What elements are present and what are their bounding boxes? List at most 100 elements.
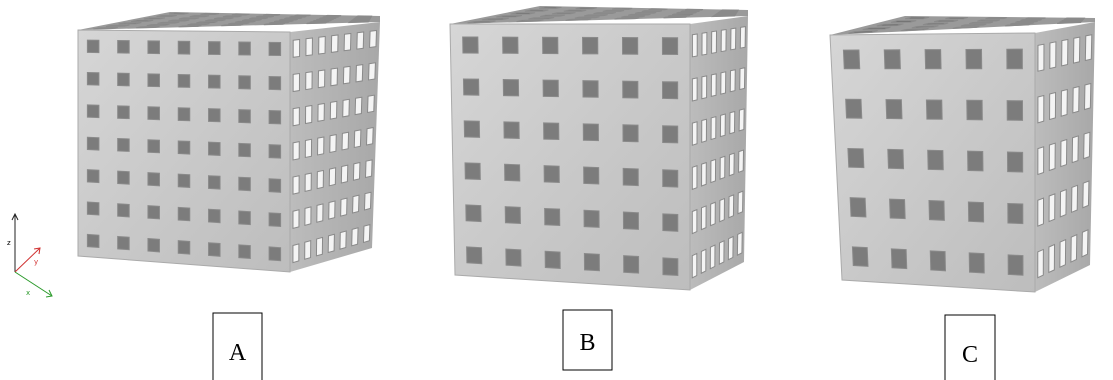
pore [463, 79, 478, 95]
pore [540, 15, 565, 16]
pore [355, 97, 362, 114]
pore [923, 23, 948, 25]
pore [118, 73, 130, 86]
pore [1049, 194, 1055, 222]
pore [284, 18, 302, 19]
pore [323, 17, 339, 18]
pore [293, 108, 299, 126]
pore [353, 195, 359, 213]
pore [1085, 35, 1091, 61]
pore [148, 206, 160, 219]
pore [730, 111, 735, 133]
pore [209, 42, 221, 55]
panel-label: C [962, 342, 978, 368]
pore [1074, 37, 1080, 63]
pore [685, 9, 703, 10]
pore [118, 204, 130, 217]
pore [118, 138, 130, 151]
pore [720, 114, 725, 137]
pore [305, 139, 311, 157]
pore [539, 7, 561, 8]
front-face [450, 24, 690, 290]
pore [925, 50, 941, 69]
pore [934, 20, 958, 22]
pore [295, 15, 311, 16]
pore [525, 10, 548, 11]
pore [545, 251, 560, 268]
pore [564, 10, 586, 11]
pore [1060, 190, 1066, 217]
pore [1049, 143, 1055, 170]
pore [305, 241, 311, 260]
pore [1038, 44, 1044, 71]
pore [269, 145, 281, 158]
pore [729, 195, 734, 218]
pore [739, 150, 744, 172]
pore [692, 34, 697, 57]
pore [214, 18, 233, 19]
pore [353, 163, 360, 181]
pore [148, 140, 160, 153]
pore [1060, 240, 1066, 268]
pore [466, 205, 481, 222]
pore [157, 22, 179, 23]
pore [1026, 18, 1046, 19]
pore [318, 103, 324, 121]
pore [87, 72, 99, 85]
pore [505, 207, 520, 224]
pore [326, 15, 341, 16]
pore [728, 237, 733, 260]
pore [205, 20, 225, 21]
pore [528, 18, 554, 20]
pore [692, 210, 697, 234]
pore [279, 19, 298, 20]
pore [293, 210, 299, 229]
pore [1038, 96, 1044, 123]
pore [663, 214, 678, 231]
pore [1021, 19, 1042, 20]
pore [852, 247, 868, 267]
pore [1008, 255, 1023, 275]
pore [293, 244, 299, 263]
pore [850, 198, 866, 217]
pore [848, 148, 864, 167]
pore [543, 37, 558, 53]
pore [367, 128, 374, 145]
pore [239, 143, 251, 156]
pore [178, 207, 190, 220]
pore [566, 19, 592, 21]
pore [622, 38, 637, 55]
panel-label: B [579, 330, 595, 356]
pore [624, 256, 639, 273]
pore [584, 210, 599, 227]
pore [370, 30, 377, 47]
pore [341, 165, 347, 183]
pore [731, 28, 736, 50]
pore [1084, 132, 1090, 158]
pore [612, 8, 632, 9]
pore [583, 37, 598, 54]
pore [701, 206, 706, 230]
pore [729, 153, 734, 176]
pore [256, 16, 274, 17]
pore [584, 253, 599, 270]
z-label: z [7, 239, 11, 247]
pore [884, 50, 900, 69]
pore [623, 81, 638, 98]
pore [1015, 21, 1038, 22]
pore [672, 14, 693, 15]
pore [148, 74, 160, 87]
pore [187, 24, 209, 25]
pore [269, 179, 281, 193]
y-label: y [34, 258, 38, 266]
x-axis [15, 272, 52, 296]
pore [232, 14, 250, 15]
pore [305, 173, 311, 191]
pore [511, 13, 536, 14]
pore [366, 160, 373, 178]
pore [269, 247, 281, 261]
pore [692, 254, 697, 278]
pore [293, 142, 299, 160]
pore [1085, 84, 1091, 110]
pore [317, 170, 323, 188]
